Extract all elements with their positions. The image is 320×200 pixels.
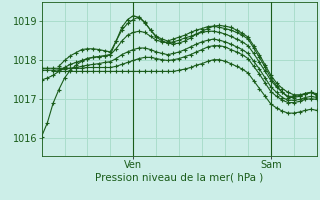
X-axis label: Pression niveau de la mer( hPa ): Pression niveau de la mer( hPa )	[95, 173, 263, 183]
